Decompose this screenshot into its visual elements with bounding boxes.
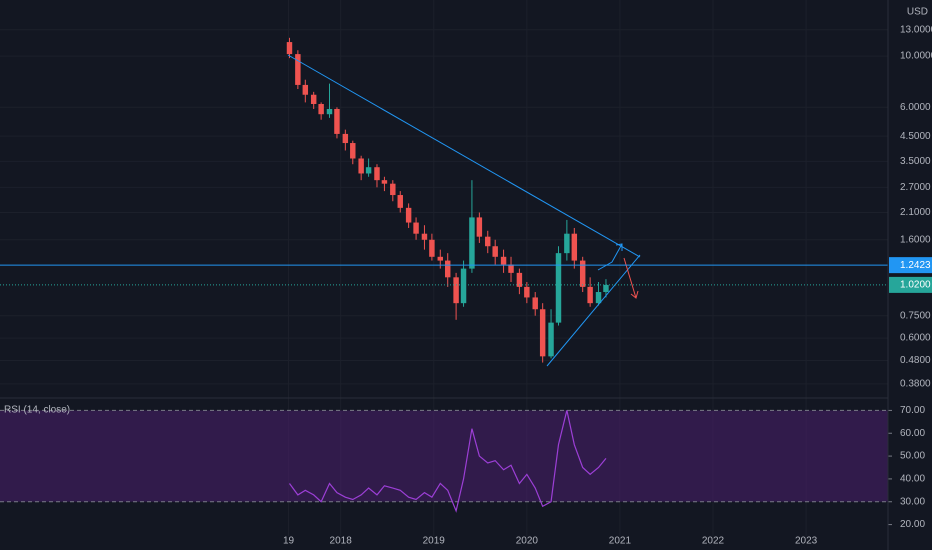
y-tick-label: 13.0000 [900,24,932,35]
x-tick-label: 2018 [330,536,353,547]
candle-body [365,167,372,174]
y-tick-label: 70.00 [900,405,925,416]
y-tick-label: 2.7000 [900,182,931,193]
rsi-title: RSI (14, close) [4,405,70,416]
y-tick-label: 1.6000 [900,234,931,245]
y-tick-label: 0.3800 [900,379,931,390]
x-tick-label: 2019 [423,536,446,547]
y-tick-label: 50.00 [900,451,925,462]
candle-body [603,284,609,293]
y-tick-label: 0.7500 [900,310,931,321]
candle-body [310,94,317,105]
candle-body [405,207,412,223]
candle-body [469,217,475,269]
candle-body [437,256,443,261]
y-tick-label: 6.0000 [900,102,931,113]
overlay: 1.2423 1.0200 [0,257,932,293]
candle-body [390,183,396,196]
candle-body [326,108,333,115]
arrow-up [597,243,623,271]
y-tick-label: 0.6000 [900,333,931,344]
candle-body [579,260,586,287]
candle-body [500,256,507,265]
currency-label: USD [907,7,928,18]
y-tick-label: 40.00 [900,474,925,485]
rsi-band [0,410,888,502]
x-tick-label: 2020 [516,536,539,547]
candle-body [342,133,349,144]
candle-body [485,236,491,247]
candle-body [374,167,380,181]
candle-body [524,286,530,298]
y-tick-label: 20.00 [900,519,925,530]
candle-body [381,180,388,184]
x-tick-label: 2021 [609,536,632,547]
candle-body [295,54,301,85]
price-badge-label: 1.2423 [900,260,931,271]
trend-line [546,254,641,367]
candle-body [429,239,435,257]
candle-body [460,268,467,304]
price-badge [889,257,932,274]
x-tick-label: 2023 [795,536,818,547]
rsi-line [289,410,607,513]
price-badge [889,276,932,293]
candle-body [286,42,293,55]
y-tick-label: 10.0000 [900,51,932,62]
candle-body [492,246,498,257]
candles [286,37,609,363]
y-tick-label: 4.5000 [900,131,931,142]
candle-body [548,322,554,357]
candle-body [595,292,602,304]
candle-body [476,217,483,237]
y-tick-label: 0.4800 [900,355,931,366]
candle-body [571,233,578,261]
candle-body [564,233,570,254]
candle-body [445,260,451,278]
y-tick-label: 3.5000 [900,156,931,167]
candle-body [532,297,538,310]
candle-body [334,108,340,134]
price-badge-label: 1.0200 [900,280,931,291]
candle-body [318,104,324,115]
candle-body [508,264,514,273]
candle-body [421,233,428,240]
arrow-down [623,257,639,299]
candle-body [358,158,364,174]
drawings [287,54,641,367]
candle-body [555,253,562,323]
candle-body [350,143,356,159]
candle-body [397,195,403,208]
rsi-pane: 70.00 60.00 50.00 40.00 30.00 20.00 [0,405,925,530]
candle-body [302,84,309,95]
y-tick-label: 60.00 [900,428,925,439]
candle-body [516,272,523,287]
y-tick-label: 2.1000 [900,207,931,218]
x-tick-label: 19 [283,536,295,547]
trend-line [287,54,641,258]
y-tick-label: 30.00 [900,496,925,507]
candle-body [453,277,459,304]
candle-body [587,286,593,304]
candle-body [413,222,419,234]
candle-body [539,309,546,357]
x-tick-label: 2022 [702,536,725,547]
